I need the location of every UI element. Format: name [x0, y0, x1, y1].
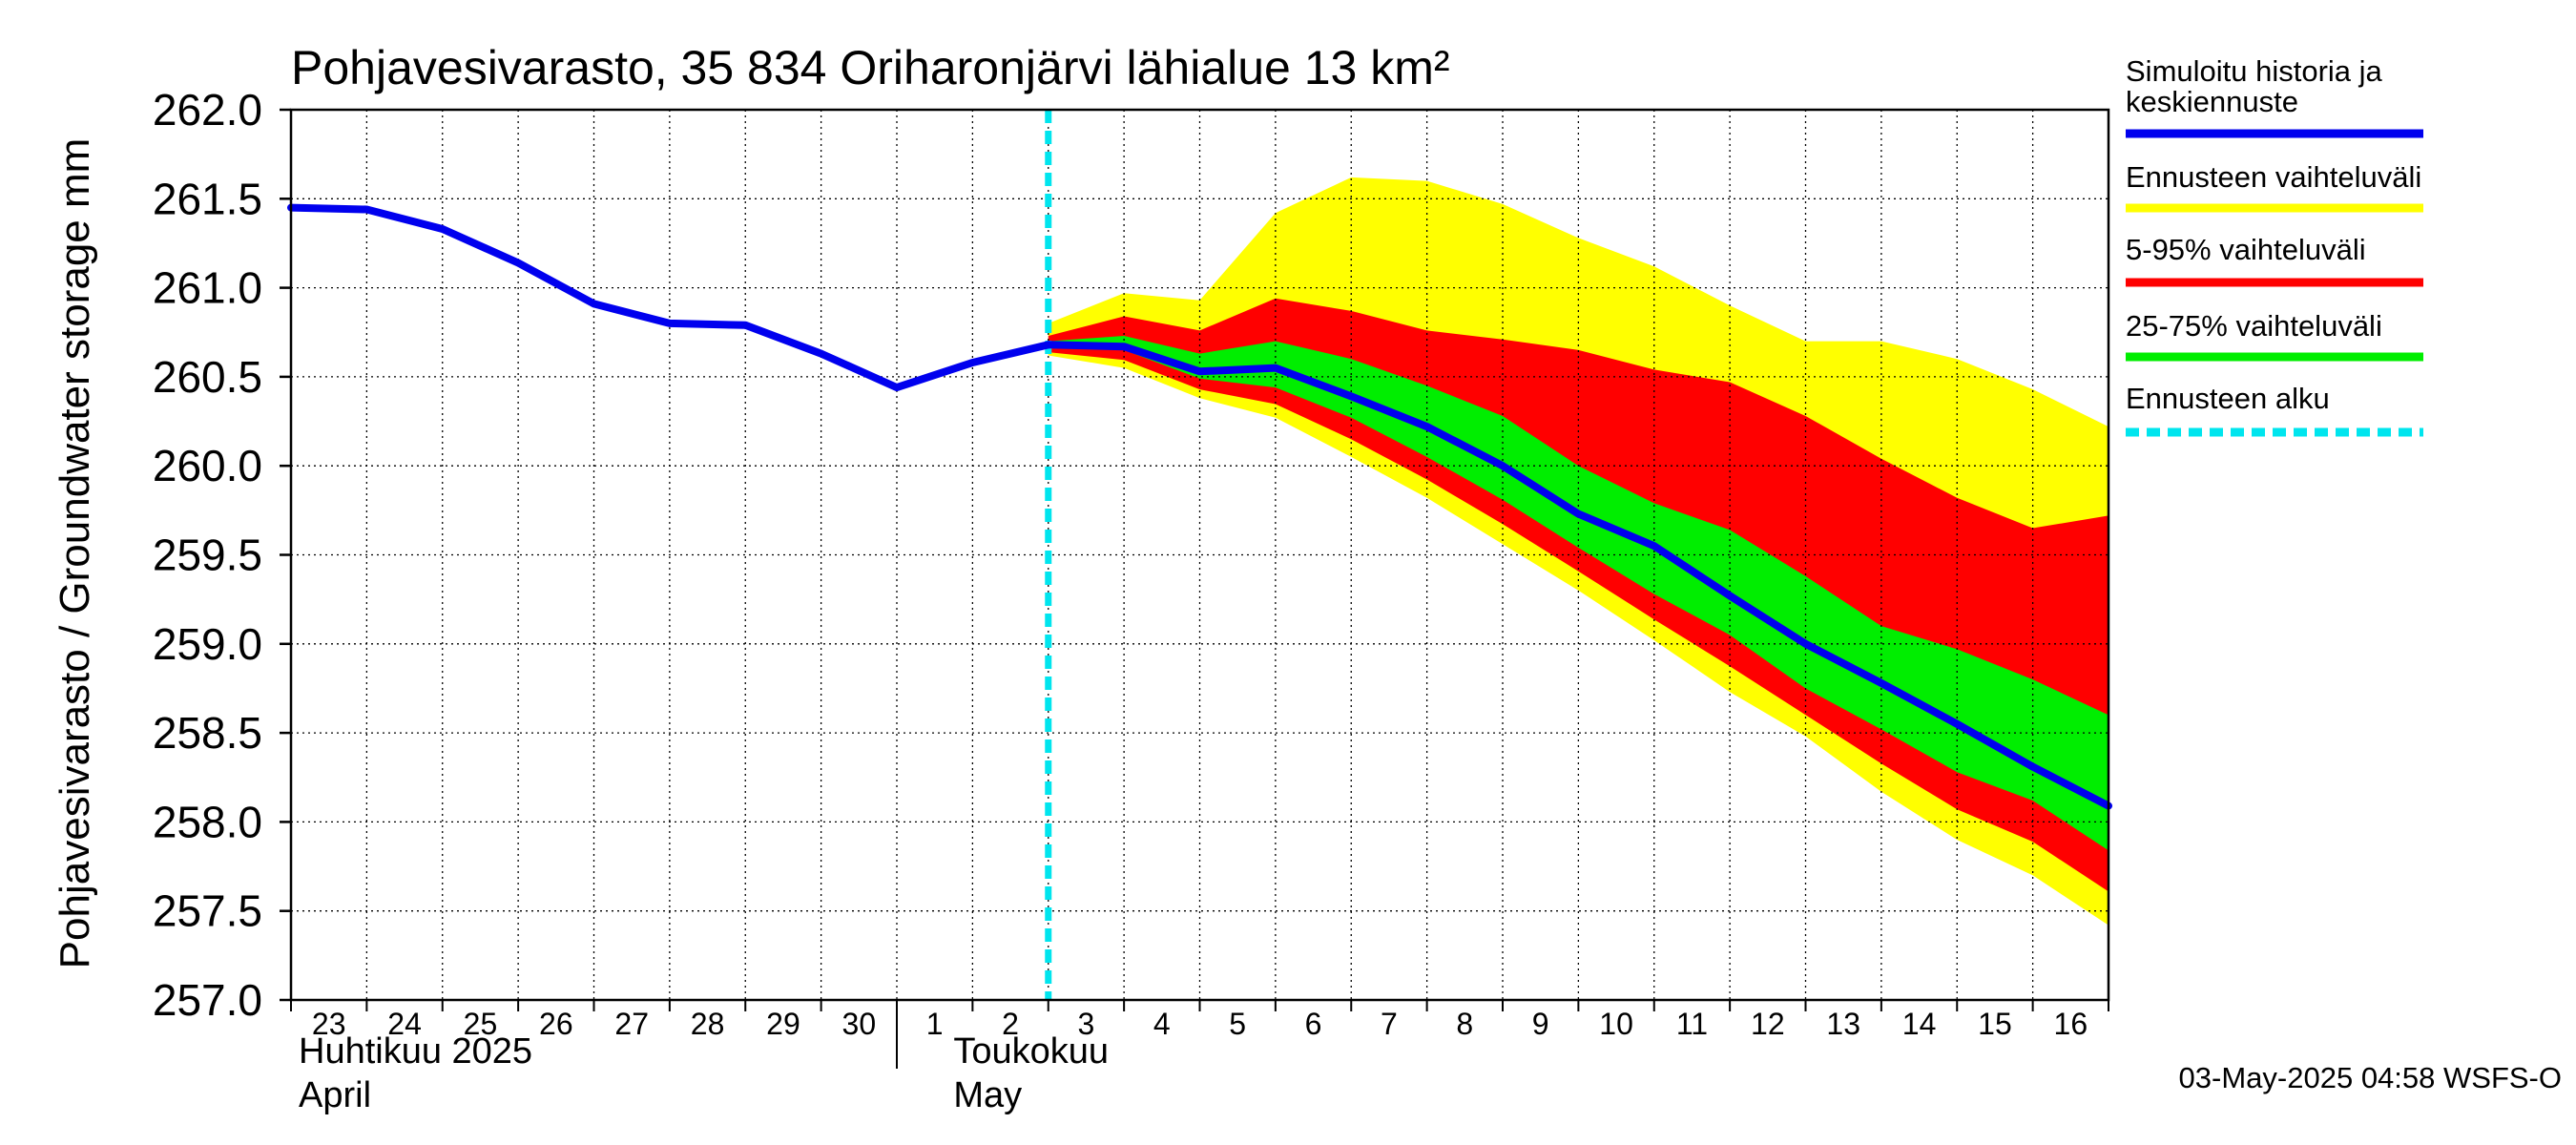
median-forecast-line [1044, 341, 2112, 810]
y-tick-label: 257.0 [153, 975, 262, 1025]
x-tick-label: 9 [1532, 1007, 1549, 1041]
legend-label-history-line1: Simuloitu historia ja [2126, 54, 2383, 88]
x-tick-label: 13 [1826, 1007, 1860, 1041]
history-line [287, 203, 1052, 392]
x-tick-label: 27 [614, 1007, 649, 1041]
x-tick-label: 8 [1456, 1007, 1473, 1041]
x-tick-label: 15 [1978, 1007, 2012, 1041]
y-tick-label: 257.5 [153, 886, 262, 936]
y-tick-label: 261.5 [153, 174, 262, 223]
y-tick-label: 261.0 [153, 263, 262, 313]
x-tick-label: 11 [1676, 1007, 1708, 1041]
y-axis-label: Pohjavesivarasto / Groundwater storage m… [52, 138, 98, 969]
x-tick-label: 25 [464, 1007, 498, 1041]
y-tick-label: 260.5 [153, 352, 262, 402]
x-tick-label: 14 [1902, 1007, 1937, 1041]
axis-layer: 257.0 257.5 258.0 258.5 259.0 259.5 260.0 260.5… [153, 85, 2109, 1115]
timestamp-footer: 03-May-2025 04:58 WSFS-O [2179, 1061, 2562, 1094]
band-5-95 [1048, 298, 2109, 892]
y-tick-label: 258.0 [153, 797, 262, 846]
y-tick-label: 259.0 [153, 619, 262, 669]
x-tick-label: 26 [539, 1007, 573, 1041]
month-label-line2: April [299, 1075, 371, 1115]
x-tick-label: 12 [1751, 1007, 1785, 1041]
month-label-line1: Huhtikuu 2025 [299, 1031, 532, 1072]
x-tick-label: 23 [312, 1007, 346, 1041]
x-tick-label: 30 [842, 1007, 877, 1041]
month-label-line1: Toukokuu [953, 1031, 1109, 1072]
y-tick-label: 259.5 [153, 531, 262, 580]
x-tick-label: 4 [1153, 1007, 1171, 1041]
x-tick-label: 16 [2054, 1007, 2088, 1041]
x-tick-label: 24 [387, 1007, 422, 1041]
x-tick-label: 10 [1599, 1007, 1633, 1041]
x-tick-label: 28 [691, 1007, 725, 1041]
x-tick-label: 1 [926, 1007, 944, 1041]
month-label-line2: May [953, 1075, 1022, 1115]
x-tick-label: 2 [1002, 1007, 1019, 1041]
y-tick-label: 260.0 [153, 441, 262, 490]
chart-title: Pohjavesivarasto, 35 834 Oriharonjärvi l… [291, 41, 1450, 94]
x-tick-label: 3 [1078, 1007, 1095, 1041]
legend-label-history-line2: keskiennuste [2126, 85, 2298, 118]
legend-label-forecast-start: Ennusteen alku [2126, 382, 2330, 415]
legend-label-25-75: 25-75% vaihteluväli [2126, 309, 2382, 343]
line-layer [287, 110, 2112, 1000]
legend-label-5-95: 5-95% vaihteluväli [2126, 233, 2366, 266]
legend-label-forecast-range: Ennusteen vaihteluväli [2126, 160, 2421, 194]
x-tick-label: 7 [1381, 1007, 1398, 1041]
x-tick-label: 6 [1305, 1007, 1322, 1041]
y-tick-label: 258.5 [153, 708, 262, 758]
x-tick-label: 29 [766, 1007, 800, 1041]
x-tick-label: 5 [1229, 1007, 1246, 1041]
y-tick-label: 262.0 [153, 85, 262, 135]
